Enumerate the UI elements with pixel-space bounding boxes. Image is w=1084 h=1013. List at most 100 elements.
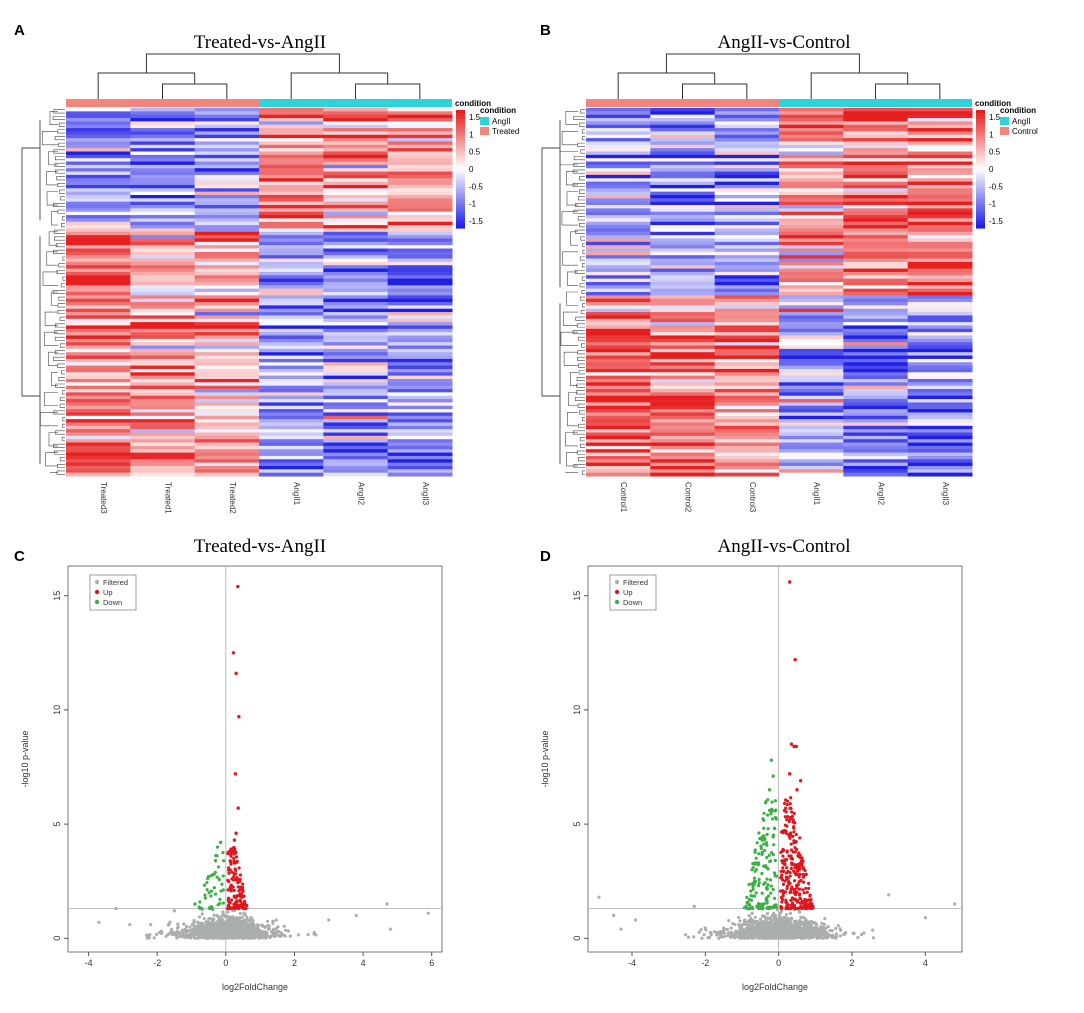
filtered-point [834, 932, 839, 936]
heatmap-cell [259, 402, 324, 407]
heatmap-cell [714, 342, 780, 347]
heatmap-cell [586, 295, 651, 300]
up-point [807, 881, 811, 886]
heatmap-cell [779, 322, 844, 326]
heatmap-cell [66, 312, 131, 316]
annotation-bar-treated [66, 99, 259, 107]
heatmap-cell [714, 261, 780, 266]
legend-label: Control [1012, 127, 1038, 136]
heatmap-cell [194, 348, 260, 353]
filtered-point [201, 935, 205, 939]
heatmap-cell [714, 248, 780, 253]
heatmap-cell [907, 171, 973, 176]
heatmap-cell [387, 121, 453, 126]
filtered-point [793, 926, 797, 930]
heatmap-cell [650, 261, 716, 266]
heatmap-cell [650, 345, 716, 350]
up-point [229, 854, 233, 858]
filtered-point [296, 933, 301, 937]
heatmap-cell [907, 419, 973, 423]
heatmap-cell [843, 445, 909, 450]
heatmap-cell [843, 235, 909, 239]
heatmap-cell [66, 362, 131, 367]
heatmap-cell [650, 372, 716, 377]
heatmap-cell [586, 455, 651, 460]
up-point [788, 802, 792, 806]
heatmap-cell [586, 184, 651, 189]
heatmap-cell [843, 258, 909, 263]
heatmap-cell [586, 348, 651, 353]
heatmap-cell [194, 419, 260, 423]
y-tick-label: 5 [572, 822, 582, 827]
heatmap-cell [650, 389, 716, 393]
heatmap-cell [323, 455, 389, 460]
dendrogram-branch [46, 191, 58, 206]
filtered-point [810, 935, 815, 939]
heatmap-cell [130, 151, 196, 156]
up-point [781, 889, 785, 893]
sample-label: AngII3 [941, 482, 950, 506]
annotation-title: condition [975, 99, 1011, 108]
heatmap-cell [130, 144, 196, 149]
heatmap-cell [259, 322, 324, 326]
heatmap-cell [323, 382, 389, 387]
dendrogram-branch [57, 310, 65, 315]
heatmap-cell [714, 382, 780, 387]
heatmap-cell [907, 332, 973, 336]
colorbar-segment [976, 225, 985, 229]
heatmap-cell [586, 395, 651, 400]
heatmap-cell [323, 131, 389, 136]
heatmap-cell [843, 248, 909, 253]
filtered-point [249, 934, 253, 938]
colorbar-segment [456, 192, 465, 197]
filtered-point [887, 893, 891, 897]
heatmap-cell [907, 191, 973, 196]
filtered-point [779, 923, 783, 927]
dendrogram-branch [565, 111, 578, 126]
heatmap-cell [130, 439, 196, 444]
heatmap-cell [323, 111, 389, 116]
heatmap-cell [650, 442, 716, 447]
filtered-point [205, 924, 209, 928]
heatmap-cell [194, 268, 260, 273]
heatmap-cell [194, 392, 260, 397]
filtered-point [794, 933, 799, 937]
up-point [226, 878, 230, 882]
heatmap-cell [66, 445, 131, 450]
legend-label: Filtered [103, 578, 128, 587]
heatmap-cell [194, 399, 260, 403]
heatmap-cell [843, 221, 909, 226]
x-axis-label: log2FoldChange [742, 982, 808, 992]
heatmap-cell [586, 181, 651, 186]
heatmap-cell [843, 425, 909, 430]
heatmap-cell [66, 124, 131, 129]
heatmap-cell [779, 378, 844, 383]
filtered-point [281, 933, 285, 937]
up-point [798, 896, 802, 900]
heatmap-cell [323, 439, 389, 444]
dendrogram-branch [566, 291, 578, 306]
heatmap-cell [194, 395, 260, 400]
heatmap-cell [907, 188, 973, 193]
filtered-point [738, 919, 742, 923]
heatmap-cell [66, 372, 131, 377]
up-point [234, 895, 238, 900]
filtered-point [188, 925, 192, 929]
filtered-point [172, 909, 176, 913]
heatmap-cell [323, 271, 389, 276]
heatmap-cell [586, 265, 651, 270]
heatmap-cell [387, 128, 453, 132]
filtered-point [239, 922, 243, 926]
heatmap-cell [586, 158, 651, 163]
sample-label: AngII2 [357, 482, 366, 506]
heatmap-cell [323, 312, 389, 316]
heatmap-cell [714, 465, 780, 470]
heatmap-cell [586, 415, 651, 420]
heatmap-cell [259, 472, 324, 477]
heatmap-cell [843, 399, 909, 403]
heatmap-cell [714, 399, 780, 403]
heatmap-cell [843, 108, 909, 112]
heatmap-cell [130, 358, 196, 363]
filtered-point [252, 923, 256, 927]
heatmap-cell [907, 154, 973, 159]
